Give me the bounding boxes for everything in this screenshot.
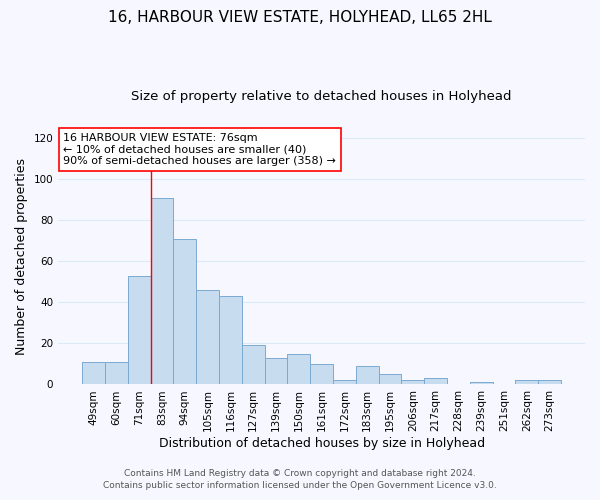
Bar bbox=[196, 290, 219, 384]
Text: 16 HARBOUR VIEW ESTATE: 76sqm
← 10% of detached houses are smaller (40)
90% of s: 16 HARBOUR VIEW ESTATE: 76sqm ← 10% of d… bbox=[64, 133, 337, 166]
Bar bbox=[333, 380, 356, 384]
Bar bbox=[151, 198, 173, 384]
Bar bbox=[310, 364, 333, 384]
Bar bbox=[424, 378, 447, 384]
Bar bbox=[470, 382, 493, 384]
Bar bbox=[538, 380, 561, 384]
Text: Contains HM Land Registry data © Crown copyright and database right 2024.
Contai: Contains HM Land Registry data © Crown c… bbox=[103, 468, 497, 490]
Text: 16, HARBOUR VIEW ESTATE, HOLYHEAD, LL65 2HL: 16, HARBOUR VIEW ESTATE, HOLYHEAD, LL65 … bbox=[108, 10, 492, 25]
Bar bbox=[173, 238, 196, 384]
Bar bbox=[401, 380, 424, 384]
Bar bbox=[265, 358, 287, 384]
Bar bbox=[219, 296, 242, 384]
Y-axis label: Number of detached properties: Number of detached properties bbox=[15, 158, 28, 354]
Bar bbox=[82, 362, 105, 384]
Title: Size of property relative to detached houses in Holyhead: Size of property relative to detached ho… bbox=[131, 90, 512, 103]
Bar bbox=[515, 380, 538, 384]
X-axis label: Distribution of detached houses by size in Holyhead: Distribution of detached houses by size … bbox=[158, 437, 485, 450]
Bar bbox=[356, 366, 379, 384]
Bar bbox=[105, 362, 128, 384]
Bar bbox=[128, 276, 151, 384]
Bar bbox=[379, 374, 401, 384]
Bar bbox=[242, 346, 265, 385]
Bar bbox=[287, 354, 310, 384]
